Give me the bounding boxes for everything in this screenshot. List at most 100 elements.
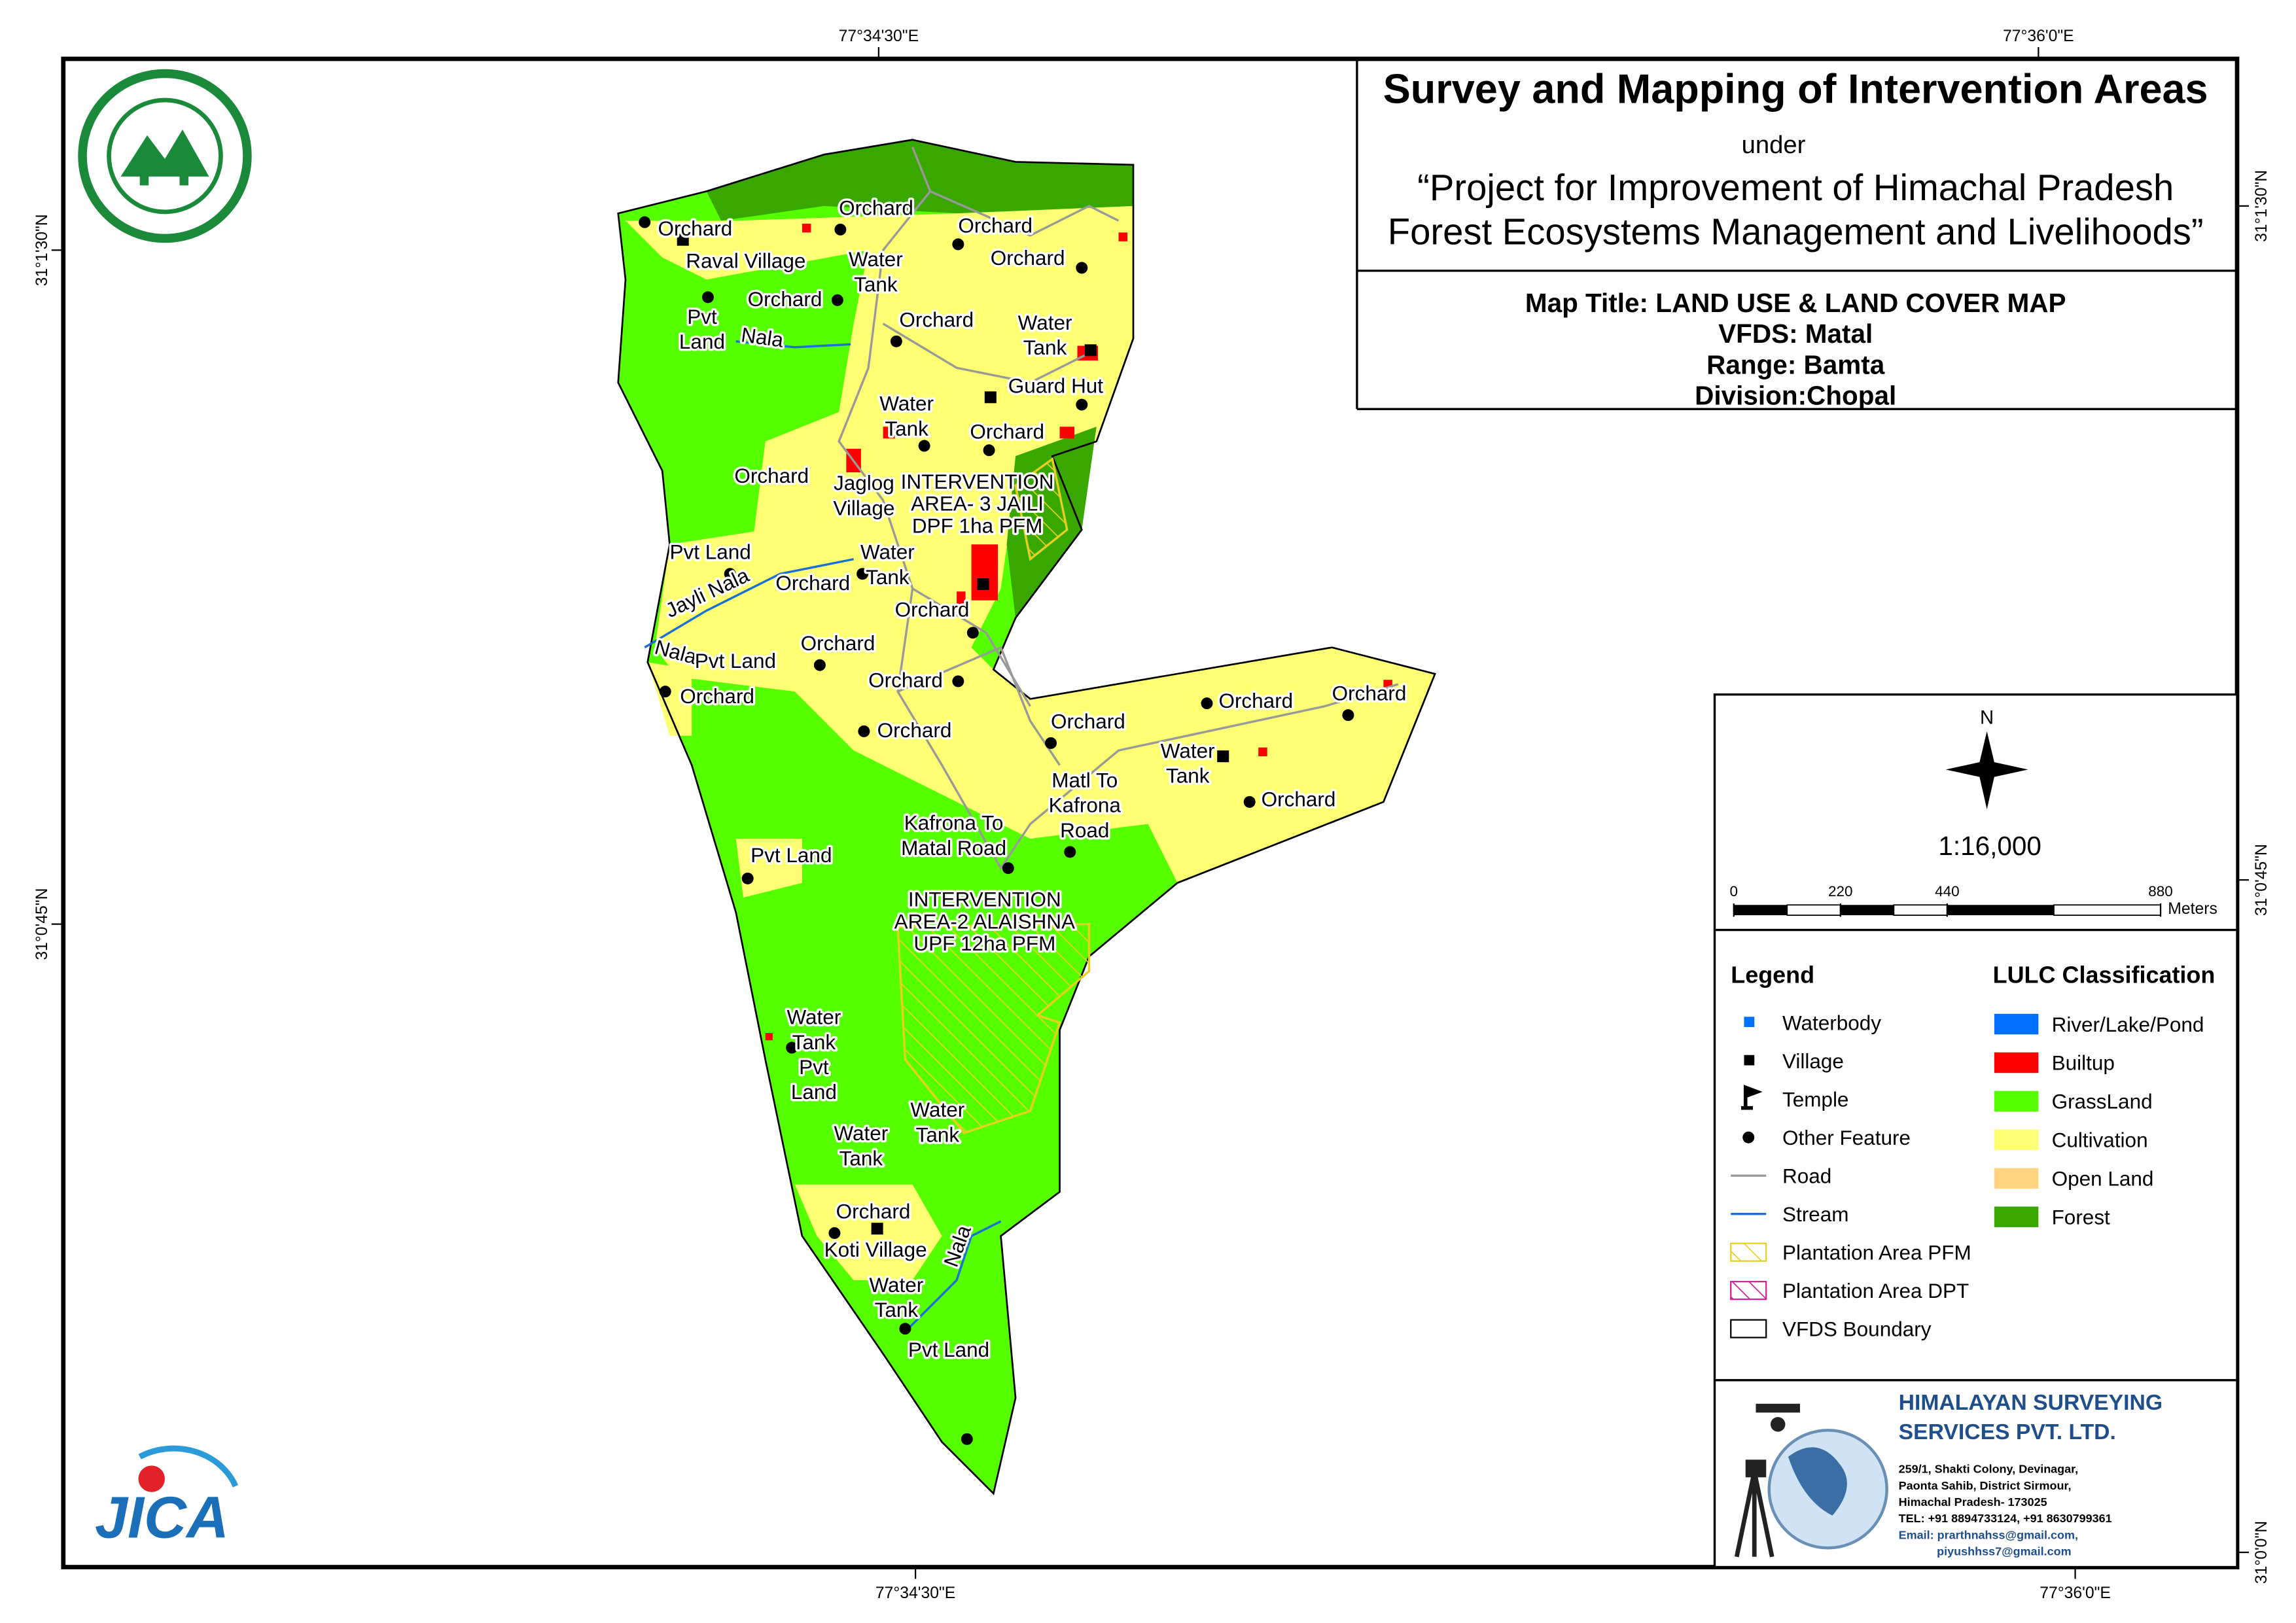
map-label: Orchard [1262,788,1336,811]
village [984,391,997,404]
north-label: N [1980,708,1994,729]
project: Forest Ecosystems Management and Livelih… [1388,211,2204,252]
feature-point [674,650,686,663]
map-label: Pvt Land [695,649,776,672]
cultivation [654,529,781,648]
lulc-label: River/Lake/Pond [2052,1013,2204,1036]
village [1084,344,1097,357]
lulc-label: GrassLand [2052,1090,2153,1113]
village [977,578,989,590]
map-label: Orchard [658,217,732,240]
legend-label: Temple [1782,1087,1849,1111]
title: Survey and Mapping of Intervention Areas [1383,66,2208,112]
cultivation [735,839,802,898]
lulc-swatch [1994,1091,2039,1112]
map-label: Pvt [799,1055,829,1079]
feature-point [858,725,870,737]
map-label: Kafrona To [904,811,1004,835]
map-label: Kafrona [1049,794,1122,817]
lulc-swatch [1994,1013,2039,1035]
map-label: Orchard [1218,689,1293,712]
company-address: TEL: +91 8894733124, +91 8630799361 [1899,1512,2112,1525]
map-label: Orchard [680,684,754,708]
map-label: INTERVENTION [908,888,1061,911]
feature-point [1002,862,1014,875]
map-label: Land [679,330,725,353]
map-info: VFDS: Matal [1718,319,1873,349]
scale-tick-label: 440 [1935,883,1960,899]
lulc-label: Open Land [2052,1167,2154,1191]
map-label: Orchard [836,1199,911,1223]
company-name: SERVICES PVT. LTD. [1899,1420,2116,1444]
scale-ratio: 1:16,000 [1938,831,2041,861]
builtup [883,427,895,439]
map-label: Tank [1023,336,1067,359]
map-label: Water [849,247,903,271]
map-label: Tank [792,1030,836,1054]
legend-label: Road [1782,1164,1831,1187]
map-label: Water [860,540,915,564]
feature-point [834,223,847,236]
map-label: Jaglog [834,471,894,495]
scale-unit: Meters [2168,900,2217,918]
subtitle: under [1742,131,1806,159]
village [677,234,689,246]
lulc-swatch [1994,1206,2039,1227]
builtup [1258,747,1267,757]
feature-point [659,686,671,698]
scale-segment [1733,905,1788,916]
map-label: Water [834,1121,888,1145]
map-label: Tank [875,1298,919,1321]
legend-symbol [1740,1085,1763,1110]
lulc-swatch [1994,1052,2039,1073]
company-address: Email: prarthnahss@gmail.com, [1899,1528,2078,1541]
scale-segment [1947,905,2054,916]
lulc-title: LULC Classification [1993,962,2216,988]
coord-label: 31°0'0"N [2253,1521,2270,1584]
map-label: Guard Hut [1008,374,1103,398]
forest-logo [78,69,252,243]
map-label: Koti Village [824,1238,927,1261]
lulc-label: Cultivation [2052,1128,2148,1152]
coord-label: 77°34'30"E [839,27,919,45]
legend-label: Waterbody [1782,1011,1881,1035]
lulc-swatch [1994,1168,2039,1189]
intervention-area [896,922,1091,1134]
feature-point [1064,846,1076,858]
feature-point [724,568,736,580]
feature-point [899,1323,911,1335]
map-label: Water [869,1273,923,1297]
feature-point [786,1041,798,1054]
legend-label: Village [1782,1049,1844,1073]
feature-point [857,568,869,580]
feature-point [918,440,930,452]
road [882,323,1090,384]
road [929,190,1120,237]
side-panel [1713,693,2238,1569]
legend-label: Plantation Area PFM [1782,1240,1971,1264]
legend-label: VFDS Boundary [1782,1317,1932,1340]
coord-label: 77°34'30"E [875,1584,955,1602]
scale-tick-label: 0 [1729,883,1738,899]
feature-point [952,675,964,688]
cultivation [625,205,1436,883]
feature-point [1076,398,1088,411]
stream [644,558,854,649]
map-label: DPF 1ha PFM [912,514,1042,537]
feature-point [890,335,902,347]
company-address: piyushhss7@gmail.com [1937,1545,2071,1558]
scale-tick-label: 220 [1828,883,1853,899]
map-label: AREA-2 ALAISHNA [894,909,1075,933]
stream [735,340,851,349]
builtup [765,1033,773,1041]
coord-label: 77°36'0"E [2003,27,2074,45]
feature-point [741,872,754,884]
legend-symbol [1744,1055,1755,1066]
project: “Project for Improvement of Himachal Pra… [1417,167,2174,208]
map-label: Orchard [895,597,970,621]
map-label: Tank [885,417,928,440]
coord-label: 77°36'0"E [2040,1584,2111,1602]
